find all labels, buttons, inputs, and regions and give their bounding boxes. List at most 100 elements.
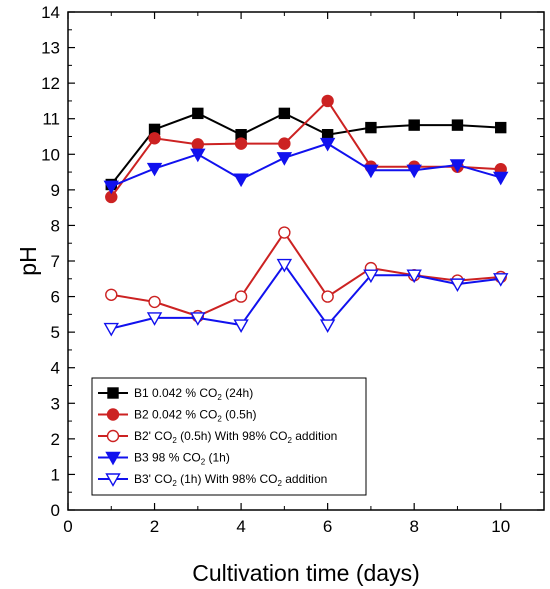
data-point bbox=[319, 319, 336, 333]
legend-text-part: (24h) bbox=[222, 386, 253, 400]
data-point bbox=[365, 121, 377, 134]
y-tick-label: 10 bbox=[41, 145, 60, 164]
x-tick-label: 6 bbox=[323, 517, 332, 536]
data-point bbox=[363, 269, 379, 284]
legend-label: B1 0.042 % CO2 (24h) bbox=[134, 386, 253, 402]
data-point bbox=[234, 290, 248, 303]
legend-text-part: (1h) With 98% CO bbox=[177, 472, 278, 486]
series-1 bbox=[105, 107, 507, 191]
series-line bbox=[111, 262, 501, 330]
series-line bbox=[110, 99, 501, 198]
data-point bbox=[406, 164, 422, 179]
y-tick-label: 3 bbox=[51, 394, 60, 413]
data-point bbox=[276, 258, 293, 273]
legend: B1 0.042 % CO2 (24h)B2 0.042 % CO2 (0.5h… bbox=[91, 377, 367, 496]
data-point bbox=[449, 159, 466, 173]
data-point bbox=[146, 162, 163, 177]
x-axis-title: Cultivation time (days) bbox=[192, 560, 420, 586]
series-4 bbox=[103, 137, 509, 195]
legend-marker bbox=[105, 451, 121, 466]
data-point bbox=[493, 171, 509, 186]
legend-subscript: 2 bbox=[287, 436, 292, 445]
legend-text-part: B1 0.042 % CO bbox=[134, 386, 217, 400]
series-2 bbox=[105, 94, 507, 204]
legend-item-4: B3 98 % CO2 (1h) bbox=[98, 451, 230, 467]
x-tick-label: 8 bbox=[409, 517, 418, 536]
data-point bbox=[363, 164, 379, 179]
legend-text-part: B2 0.042 % CO bbox=[134, 408, 217, 422]
x-tick-label: 2 bbox=[150, 517, 159, 536]
legend-label: B3' CO2 (1h) With 98% CO2 addition bbox=[134, 472, 327, 488]
legend-text-part: B2' CO bbox=[134, 429, 172, 443]
x-tick-label: 4 bbox=[236, 517, 245, 536]
series-line bbox=[110, 142, 502, 188]
y-tick-label: 11 bbox=[42, 110, 60, 129]
legend-marker bbox=[105, 473, 121, 487]
data-point bbox=[190, 312, 206, 326]
legend-box bbox=[91, 377, 367, 496]
data-point bbox=[146, 312, 163, 326]
legend-text-part: addition bbox=[292, 429, 337, 443]
y-tick-label: 13 bbox=[41, 39, 60, 58]
y-tick-label: 14 bbox=[41, 3, 60, 22]
legend-item-1: B1 0.042 % CO2 (24h) bbox=[98, 386, 253, 402]
data-point bbox=[103, 322, 119, 337]
y-tick-label: 2 bbox=[51, 430, 60, 449]
data-point bbox=[192, 107, 204, 120]
legend-label: B2 0.042 % CO2 (0.5h) bbox=[134, 408, 257, 424]
legend-label: B2' CO2 (0.5h) With 98% CO2 addition bbox=[134, 429, 337, 445]
data-point bbox=[408, 119, 420, 131]
legend-text-part: B3 98 % CO bbox=[134, 451, 201, 465]
legend-subscript: 2 bbox=[277, 479, 282, 488]
y-axis-title: pH bbox=[15, 246, 41, 275]
y-tick-label: 0 bbox=[51, 501, 60, 520]
data-point bbox=[278, 226, 291, 239]
data-point bbox=[233, 173, 249, 188]
legend-text-part: (0.5h) With 98% CO bbox=[177, 429, 288, 443]
y-tick-label: 8 bbox=[51, 216, 60, 235]
legend-item-3: B2' CO2 (0.5h) With 98% CO2 addition bbox=[98, 429, 337, 445]
legend-text-part: addition bbox=[282, 472, 327, 486]
y-tick-label: 6 bbox=[51, 288, 60, 307]
data-point bbox=[190, 148, 206, 163]
series-5 bbox=[103, 258, 509, 337]
legend-subscript: 2 bbox=[172, 479, 177, 488]
data-point bbox=[103, 180, 119, 195]
legend-subscript: 2 bbox=[201, 458, 206, 467]
series-layer bbox=[103, 94, 509, 337]
data-point bbox=[495, 121, 507, 134]
data-point bbox=[234, 137, 248, 150]
y-tick-label: 7 bbox=[51, 252, 60, 271]
data-point bbox=[449, 278, 466, 293]
data-point bbox=[406, 269, 422, 284]
series-line bbox=[110, 112, 501, 186]
y-tick-label: 12 bbox=[41, 74, 60, 93]
data-point bbox=[319, 137, 336, 152]
legend-marker bbox=[107, 387, 119, 399]
data-point bbox=[278, 137, 291, 150]
series-line bbox=[111, 230, 501, 318]
data-point bbox=[278, 107, 291, 120]
legend-text-part: (0.5h) bbox=[222, 408, 257, 422]
legend-item-5: B3' CO2 (1h) With 98% CO2 addition bbox=[98, 472, 327, 488]
x-tick-label: 0 bbox=[63, 517, 72, 536]
data-point bbox=[451, 119, 464, 131]
data-point bbox=[233, 319, 249, 333]
data-point bbox=[321, 290, 334, 303]
data-point bbox=[276, 152, 293, 166]
data-point bbox=[191, 138, 205, 151]
legend-subscript: 2 bbox=[217, 393, 222, 402]
data-point bbox=[148, 295, 161, 309]
y-tick-label: 4 bbox=[51, 359, 60, 378]
data-point bbox=[321, 94, 334, 108]
data-point bbox=[493, 273, 509, 287]
legend-subscript: 2 bbox=[172, 436, 177, 445]
data-point bbox=[148, 132, 161, 145]
data-point bbox=[105, 288, 118, 301]
legend-text-part: B3' CO bbox=[134, 472, 172, 486]
y-tick-label: 5 bbox=[51, 323, 60, 342]
legend-subscript: 2 bbox=[217, 415, 222, 424]
y-tick-label: 9 bbox=[51, 181, 60, 200]
